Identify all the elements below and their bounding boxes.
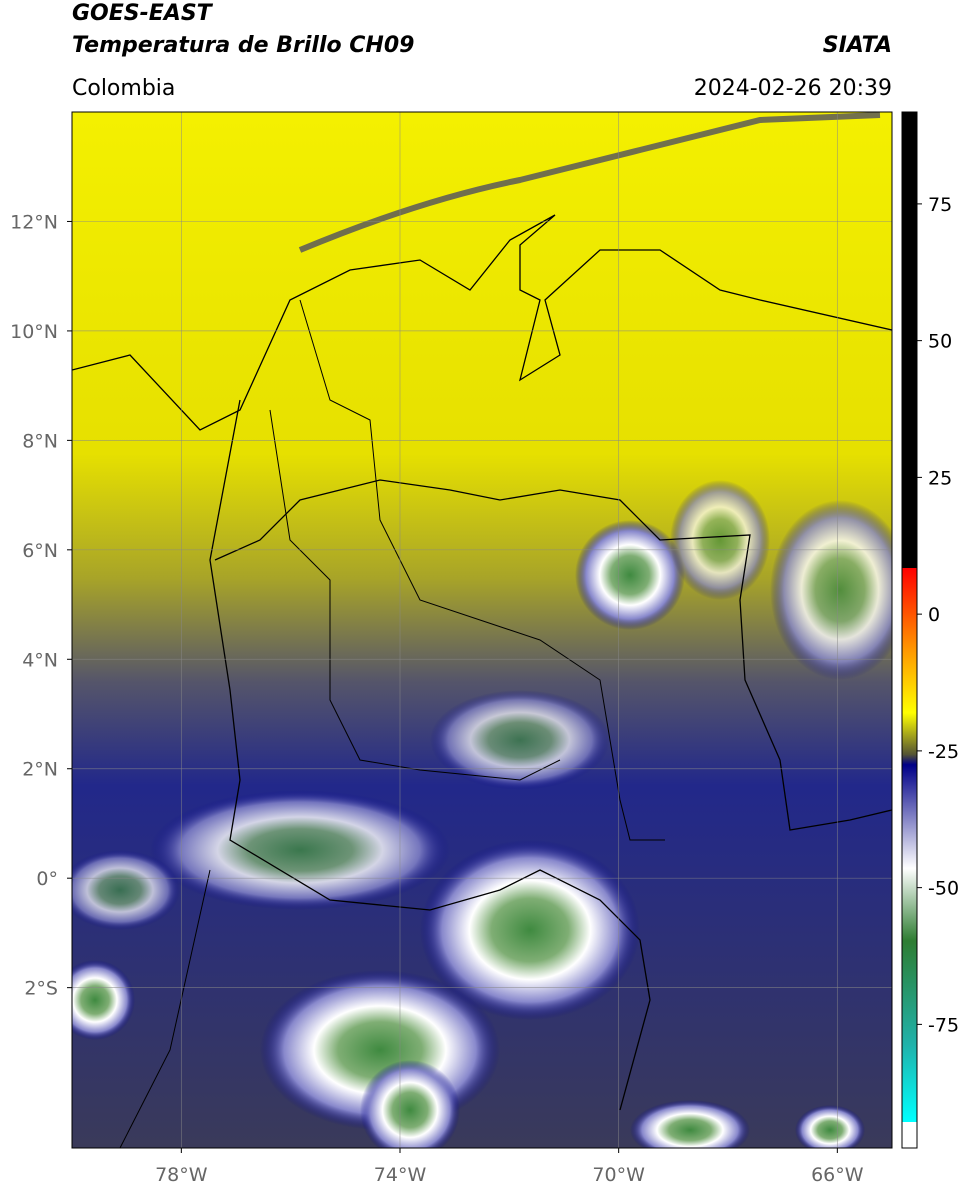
colorbar-tick-label: 50 — [928, 331, 952, 353]
source: SIATA — [823, 33, 892, 58]
y-tick-label: 8°N — [22, 430, 58, 452]
colorbar-tick-label: -75 — [928, 1014, 959, 1036]
colorbar-tick-label: 25 — [928, 467, 952, 489]
satellite-image — [72, 112, 892, 1148]
title-line1: GOES-EAST — [72, 1, 214, 26]
y-tick-label: 12°N — [10, 211, 58, 233]
y-tick-label: 2°S — [24, 978, 58, 1000]
y-tick-label: 2°N — [22, 759, 58, 781]
map-frame — [71, 111, 893, 1149]
colorbar-tick-label: 75 — [928, 194, 952, 216]
x-tick-label: 74°W — [374, 1164, 427, 1186]
y-tick-label: 0° — [36, 868, 58, 890]
colorbar-tick-label: -25 — [928, 741, 959, 763]
region: Colombia — [72, 76, 175, 101]
y-tick-label: 4°N — [22, 649, 58, 671]
colorbar-tick-label: 0 — [928, 604, 940, 626]
tick-labels: 78°W 74°W 70°W 66°W 12°N 10°N 8°N 6°N 4°N 2°N 0° 2°… — [10, 194, 959, 1186]
title-line2: Temperatura de Brillo CH09 — [72, 33, 414, 58]
datetime: 2024-02-26 20:39 — [694, 76, 892, 101]
colorbar-tick-label: -50 — [928, 878, 959, 900]
colorbar — [901, 111, 918, 1149]
x-tick-label: 78°W — [155, 1164, 208, 1186]
graticule — [72, 112, 892, 1148]
y-tick-label: 6°N — [22, 540, 58, 562]
x-tick-label: 66°W — [811, 1164, 864, 1186]
x-tick-label: 70°W — [592, 1164, 645, 1186]
y-tick-label: 10°N — [10, 321, 58, 343]
